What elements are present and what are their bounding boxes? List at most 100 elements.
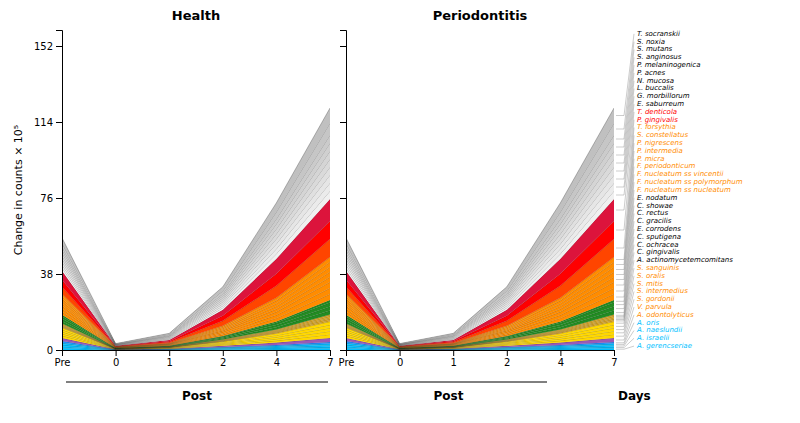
panel: Pre0124703876114152HealthChange in count…	[12, 8, 334, 403]
tick-label: 2	[220, 357, 226, 368]
label-leader	[616, 34, 634, 116]
chart-container: Pre 0 1 2 4 7 0 38 76 114 152 Health Change in count…	[0, 0, 800, 423]
tick: 1	[167, 350, 173, 368]
series-label: E. corrodens	[637, 225, 681, 233]
tick	[340, 350, 346, 351]
tick: 38	[40, 269, 62, 280]
y-axis	[340, 31, 347, 351]
label-leader	[616, 50, 634, 139]
tick-mark	[330, 350, 331, 356]
tick-mark	[340, 46, 346, 47]
annotation-rule	[350, 382, 547, 383]
series-label: S. sanguinis	[637, 264, 679, 272]
tick: Pre	[339, 350, 355, 368]
series-label: E. saburreum	[637, 100, 684, 108]
tick: 0	[397, 350, 403, 368]
series-label: S. mitis	[637, 280, 663, 288]
tick: Pre	[55, 350, 71, 368]
band-edge	[62, 108, 330, 344]
series-label: S. constellatus	[637, 131, 689, 139]
label-leader	[616, 81, 634, 171]
tick	[340, 46, 346, 47]
tick	[340, 122, 346, 123]
series-label: T. forsythia	[637, 123, 676, 131]
series-label: V. parvula	[637, 303, 672, 311]
series-label: E. nodatum	[637, 194, 678, 202]
tick-label: 0	[397, 357, 403, 368]
tick: 2	[220, 350, 226, 368]
series-label: F. nucleatum ss polymorphum	[637, 178, 743, 186]
tick-mark	[560, 350, 561, 356]
series-label: S. oralis	[637, 272, 665, 280]
series-label: F. periodonticum	[637, 162, 696, 170]
series-label: F. nucleatum ss nucleatum	[637, 186, 731, 194]
axis-domain	[347, 351, 615, 357]
panel: Pre01247PeriodontitisPostDaysA. gerencse…	[339, 8, 743, 403]
plot-area	[62, 108, 330, 350]
series-label: T. denticola	[637, 108, 677, 116]
tick: 2	[504, 350, 510, 368]
series-label: A. israelii	[636, 334, 669, 342]
series-label: S. mutans	[637, 45, 673, 53]
series-label: C. gracilis	[637, 217, 672, 225]
plot-area	[346, 108, 614, 350]
tick-mark	[223, 350, 224, 356]
label-leader	[616, 104, 634, 195]
series-label: A. oris	[636, 319, 659, 327]
tick: 114	[34, 117, 62, 128]
annotation: Post	[434, 389, 464, 403]
label-leader	[616, 57, 634, 147]
series-label: S. gordonii	[637, 295, 675, 303]
tick-label: 114	[34, 117, 53, 128]
tick: 152	[34, 41, 62, 52]
series-label: C. rectus	[637, 209, 669, 217]
tick-label: 1	[167, 357, 173, 368]
series-label: P. micra	[637, 155, 665, 163]
tick-mark	[340, 274, 346, 275]
tick-mark	[276, 350, 277, 356]
tick-label: 4	[274, 357, 280, 368]
tick-mark	[56, 198, 62, 199]
tick-mark	[56, 122, 62, 123]
band-edge	[346, 108, 614, 344]
tick-label: 4	[558, 357, 564, 368]
y-axis-title: Change in counts × 10⁵	[12, 125, 25, 256]
axis-domain	[63, 351, 331, 357]
tick-mark	[56, 350, 62, 351]
series-label: C. gingivalis	[637, 248, 680, 256]
panel-title: Health	[172, 8, 220, 23]
series-label: S. intermedius	[637, 287, 688, 295]
label-leader	[616, 73, 634, 163]
series-label: A. odontolyticus	[636, 311, 694, 319]
tick-mark	[507, 350, 508, 356]
panel-title: Periodontitis	[433, 8, 528, 23]
tick-label: Pre	[55, 357, 71, 368]
tick-label: 0	[113, 357, 119, 368]
tick	[340, 274, 346, 275]
area-band	[62, 108, 330, 344]
series-label: P. nigrescens	[637, 139, 683, 147]
tick-label: 152	[34, 41, 53, 52]
tick-mark	[400, 350, 401, 356]
tick-label: 2	[504, 357, 510, 368]
tick-label: 38	[40, 269, 53, 280]
series-label: S. anginosus	[637, 53, 682, 61]
label-leader	[616, 89, 634, 179]
tick-label: 1	[451, 357, 457, 368]
label-leader	[616, 96, 634, 187]
area-band	[346, 108, 614, 344]
tick: 7	[611, 350, 617, 368]
tick: 4	[274, 350, 280, 368]
series-label: P. melaninogenica	[637, 61, 700, 69]
tick-label: 7	[611, 357, 617, 368]
annotation-rule	[66, 382, 328, 383]
series-label: T. socranskii	[637, 30, 680, 38]
tick-mark	[169, 350, 170, 356]
tick-mark	[56, 274, 62, 275]
x-axis: Pre01247	[55, 350, 334, 368]
chart-svg: Pre 0 1 2 4 7 0 38 76 114 152 Health Change in count…	[0, 0, 800, 423]
tick-mark	[340, 198, 346, 199]
tick: 76	[40, 193, 62, 204]
x-axis-title: Days	[618, 389, 651, 403]
annotation: Post	[182, 389, 212, 403]
